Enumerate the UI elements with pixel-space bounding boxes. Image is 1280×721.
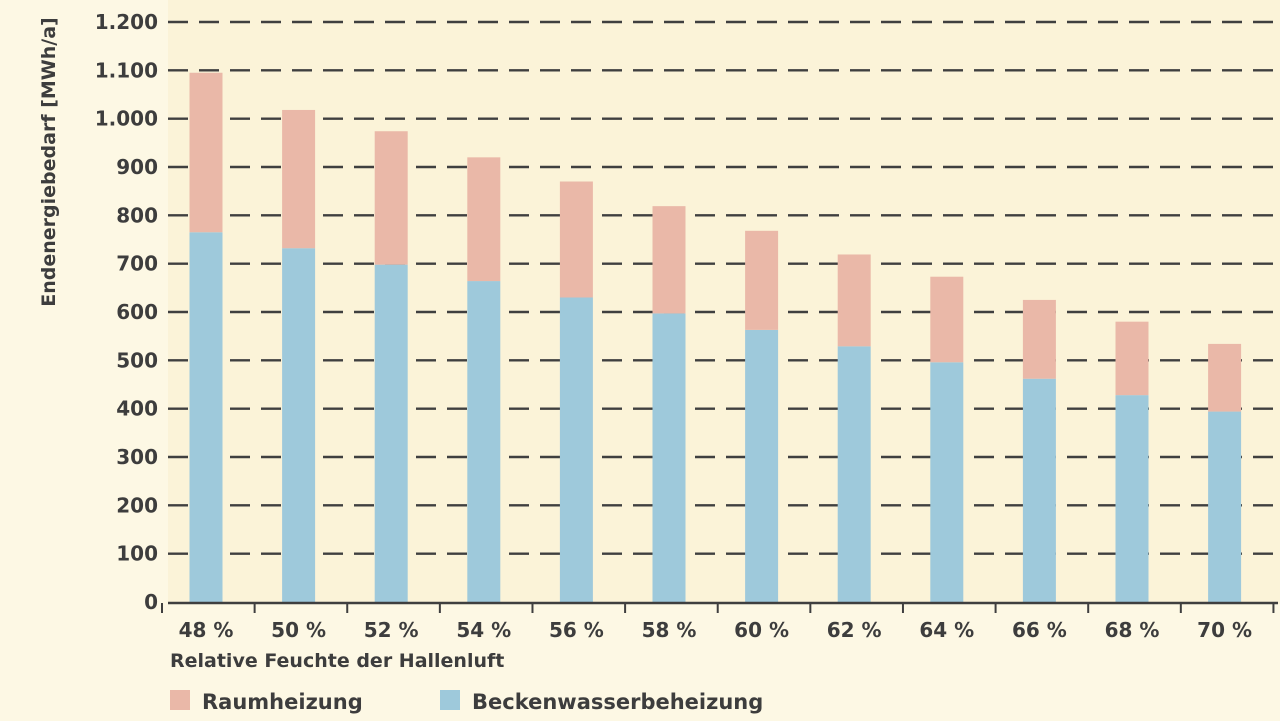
x-tick-label: 64 %: [919, 618, 974, 642]
bar-raumheizung-70: [1208, 343, 1242, 412]
bar-raumheizung-58: [652, 206, 686, 314]
x-tick-label: 50 %: [271, 618, 326, 642]
y-tick-label: 500: [116, 348, 158, 372]
legend-label-beckenwasserbeheizung: Beckenwasserbeheizung: [472, 690, 763, 714]
y-tick-label: 400: [116, 397, 158, 421]
y-tick-label: 1.000: [95, 107, 158, 131]
bar-raumheizung-62: [837, 254, 871, 347]
bar-beckenwasserbeheizung-62: [837, 346, 871, 602]
y-tick-label: 1.200: [95, 10, 158, 34]
x-tick-label: 68 %: [1105, 618, 1160, 642]
y-tick-label: 0: [144, 590, 158, 614]
x-tick-label: 52 %: [364, 618, 419, 642]
bar-raumheizung-56: [559, 181, 593, 298]
legend-swatch-raumheizung: [170, 690, 190, 710]
y-tick-label: 700: [116, 252, 158, 276]
bar-raumheizung-48: [189, 72, 223, 233]
bar-beckenwasserbeheizung-58: [652, 313, 686, 602]
bars: [189, 72, 1242, 602]
x-tick-label: 54 %: [456, 618, 511, 642]
bar-beckenwasserbeheizung-54: [467, 281, 501, 602]
y-tick-label: 1.100: [95, 58, 158, 82]
y-tick-label: 800: [116, 203, 158, 227]
bar-raumheizung-50: [282, 109, 316, 249]
bar-raumheizung-66: [1022, 299, 1056, 379]
bar-raumheizung-52: [374, 131, 408, 265]
x-tick-label: 66 %: [1012, 618, 1067, 642]
bar-beckenwasserbeheizung-70: [1208, 411, 1242, 602]
bar-beckenwasserbeheizung-60: [745, 329, 779, 602]
y-tick-label: 100: [116, 542, 158, 566]
x-tick-label: 60 %: [734, 618, 789, 642]
bar-beckenwasserbeheizung-68: [1115, 395, 1149, 602]
y-tick-label: 300: [116, 445, 158, 469]
bar-beckenwasserbeheizung-48: [189, 232, 223, 602]
bar-beckenwasserbeheizung-56: [559, 297, 593, 602]
x-tick-label: 70 %: [1197, 618, 1252, 642]
x-axis-title: Relative Feuchte der Hallenluft: [170, 650, 504, 672]
x-tick-label: 56 %: [549, 618, 604, 642]
bar-raumheizung-68: [1115, 321, 1149, 396]
y-axis-title: Endenergiebedarf [MWh/a]: [38, 17, 60, 306]
x-tick-label: 58 %: [642, 618, 697, 642]
bar-beckenwasserbeheizung-66: [1022, 378, 1056, 602]
y-tick-label: 600: [116, 300, 158, 324]
x-tick-label: 48 %: [179, 618, 234, 642]
bar-raumheizung-64: [930, 276, 964, 363]
axes: 0 100 200 300 400 500 600 700 800 900 1.000 1.100 1.…: [95, 10, 1278, 642]
legend: Raumheizung Beckenwasserbeheizung: [170, 690, 763, 714]
bar-beckenwasserbeheizung-50: [282, 248, 316, 602]
x-tick-label: 62 %: [827, 618, 882, 642]
plot-background: [168, 0, 1280, 604]
bar-raumheizung-60: [745, 230, 779, 330]
bar-beckenwasserbeheizung-64: [930, 362, 964, 602]
legend-label-raumheizung: Raumheizung: [202, 690, 363, 714]
y-tick-label: 900: [116, 155, 158, 179]
legend-swatch-beckenwasserbeheizung: [440, 690, 460, 710]
bar-raumheizung-54: [467, 157, 501, 282]
y-tick-label: 200: [116, 493, 158, 517]
bar-beckenwasserbeheizung-52: [374, 264, 408, 602]
